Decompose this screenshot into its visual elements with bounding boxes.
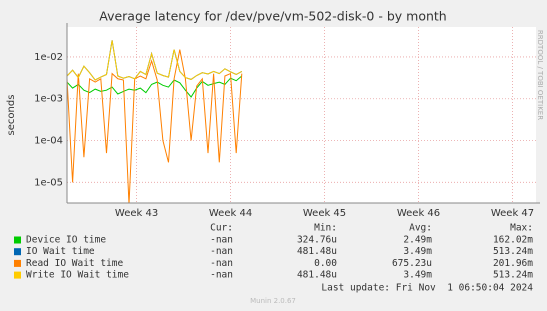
legend-label: Read IO Wait time <box>26 258 124 269</box>
legend-value: 481.48u <box>297 246 337 257</box>
legend-swatch <box>14 259 21 267</box>
x-tick-label: Week 45 <box>303 208 346 219</box>
legend-value: 0.00 <box>314 258 337 269</box>
legend-value: -nan <box>210 235 233 246</box>
last-update: Last update: Fri Nov 1 06:50:04 2024 <box>321 283 533 294</box>
y-tick-label: 1e-03 <box>34 94 63 105</box>
axes: 1e-05 1e-04 1e-03 1e-02 Week 43 Week 44 Week 4… <box>34 23 540 219</box>
x-tick-label: Week 44 <box>209 208 252 219</box>
legend-value: -nan <box>210 270 233 281</box>
legend-value: 513.24m <box>493 270 533 281</box>
chart-title: Average latency for /dev/pve/vm-502-disk… <box>99 9 446 24</box>
legend-value: 3.49m <box>403 270 432 281</box>
legend-label: Write IO Wait time <box>26 270 129 281</box>
legend-header: Max: <box>510 223 533 234</box>
legend-value: 324.76u <box>297 235 337 246</box>
legend-value: -nan <box>210 246 233 257</box>
legend-value: 481.48u <box>297 270 337 281</box>
legend-value: 201.96m <box>493 258 533 269</box>
x-tick-label: Week 46 <box>397 208 440 219</box>
legend-swatch <box>14 248 21 256</box>
series-lines <box>67 40 243 203</box>
x-tick-label: Week 47 <box>491 208 534 219</box>
y-tick-label: 1e-05 <box>34 177 63 188</box>
footer: Munin 2.0.67 <box>250 297 296 305</box>
y-tick-label: 1e-02 <box>34 52 63 63</box>
legend-swatch <box>14 236 21 244</box>
legend-value: 2.49m <box>403 235 432 246</box>
legend-value: 162.02m <box>493 235 533 246</box>
series-line <box>67 49 243 203</box>
legend-header: Avg: <box>409 223 432 234</box>
legend-label: IO Wait time <box>26 246 95 257</box>
y-tick-label: 1e-04 <box>34 136 63 147</box>
y-axis-label: seconds <box>6 95 17 136</box>
grid <box>67 27 536 203</box>
side-note: RRDTOOL / TOBI OETIKER <box>536 30 544 120</box>
legend: Cur: Min: Avg: Max: Device IO time -nan 324.76… <box>14 223 533 281</box>
plot-area <box>67 27 536 203</box>
x-tick-label: Week 43 <box>115 208 158 219</box>
legend-value: 3.49m <box>403 246 432 257</box>
legend-header: Cur: <box>210 223 233 234</box>
legend-value: 675.23u <box>392 258 432 269</box>
legend-value: -nan <box>210 258 233 269</box>
legend-value: 513.24m <box>493 246 533 257</box>
series-line <box>67 40 243 81</box>
legend-swatch <box>14 271 21 279</box>
legend-label: Device IO time <box>26 235 106 246</box>
legend-header: Min: <box>314 223 337 234</box>
